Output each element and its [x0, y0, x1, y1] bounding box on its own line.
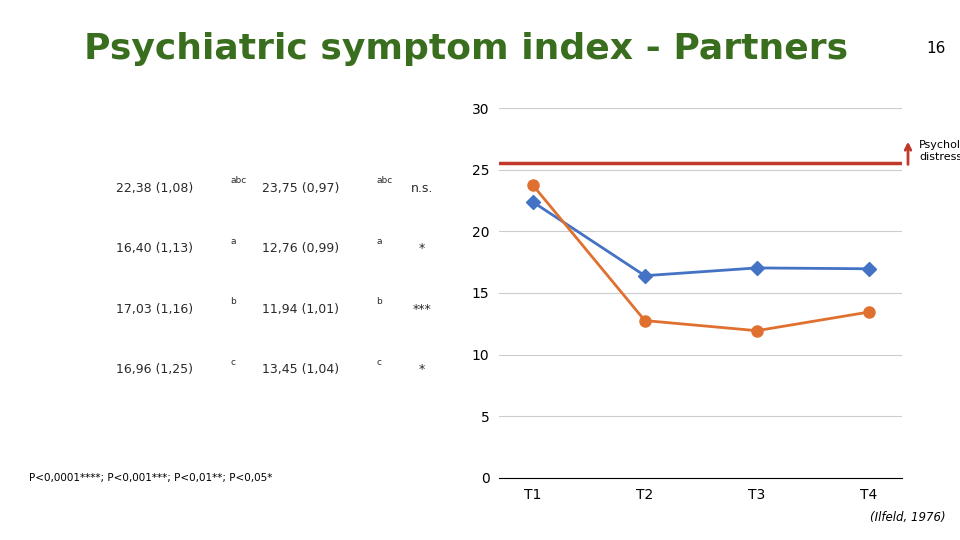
Text: a: a — [230, 237, 236, 246]
Text: c: c — [376, 358, 381, 367]
Text: 17,03 (1,16): 17,03 (1,16) — [116, 303, 193, 316]
Text: 23,75 (0,97): 23,75 (0,97) — [262, 181, 339, 194]
Indiviudal — [751, 265, 762, 271]
Text: Tot: Tot — [43, 423, 67, 437]
Text: 16,40 (1,13): 16,40 (1,13) — [116, 242, 193, 255]
Text: *: * — [419, 424, 425, 437]
Text: T2: T2 — [46, 242, 65, 255]
Text: Sig.: Sig. — [408, 121, 435, 134]
Text: T3: T3 — [46, 302, 65, 316]
Text: b: b — [230, 298, 236, 307]
ICT-PG — [639, 318, 651, 324]
Line: ICT-PG: ICT-PG — [527, 179, 875, 336]
Text: b: b — [376, 298, 382, 307]
Text: T4: T4 — [46, 363, 65, 377]
Indiviudal — [863, 266, 875, 272]
Text: c: c — [230, 358, 235, 367]
Text: (Ilfeld, 1976): (Ilfeld, 1976) — [870, 510, 946, 524]
Text: P<0,0001****; P<0,001***; P<0,01**; P<0,05*: P<0,0001****; P<0,001***; P<0,01**; P<0,… — [29, 473, 273, 483]
Text: 11,94 (1,01): 11,94 (1,01) — [262, 303, 339, 316]
Text: Psychological
distress: Psychological distress — [920, 140, 960, 162]
Text: 12,76 (0,99): 12,76 (0,99) — [262, 242, 339, 255]
ICT-PG — [527, 182, 539, 188]
Text: 18,84: 18,84 — [135, 424, 175, 437]
Text: Individual
M (SD): Individual M (SD) — [120, 113, 189, 141]
Text: 22,38 (1,08): 22,38 (1,08) — [116, 181, 193, 194]
Text: *: * — [419, 363, 425, 376]
Text: T1: T1 — [46, 181, 65, 195]
Text: ICT-PG
M (SD): ICT-PG M (SD) — [276, 113, 324, 141]
Text: 16: 16 — [926, 41, 946, 56]
ICT-PG — [751, 327, 762, 334]
Indiviudal — [639, 273, 651, 279]
Text: *: * — [419, 242, 425, 255]
ICT-PG — [863, 309, 875, 315]
Text: 13,45 (1,04): 13,45 (1,04) — [262, 363, 339, 376]
Line: Indiviudal: Indiviudal — [528, 197, 874, 281]
Text: 16,13: 16,13 — [280, 424, 320, 437]
Text: Psychiatric symptom index - Partners: Psychiatric symptom index - Partners — [84, 32, 848, 65]
Text: abc: abc — [230, 177, 247, 185]
Text: 16,96 (1,25): 16,96 (1,25) — [116, 363, 193, 376]
Text: n.s.: n.s. — [411, 181, 433, 194]
Text: abc: abc — [376, 177, 393, 185]
Indiviudal — [527, 199, 539, 205]
Text: a: a — [376, 237, 382, 246]
Text: ***: *** — [413, 303, 431, 316]
